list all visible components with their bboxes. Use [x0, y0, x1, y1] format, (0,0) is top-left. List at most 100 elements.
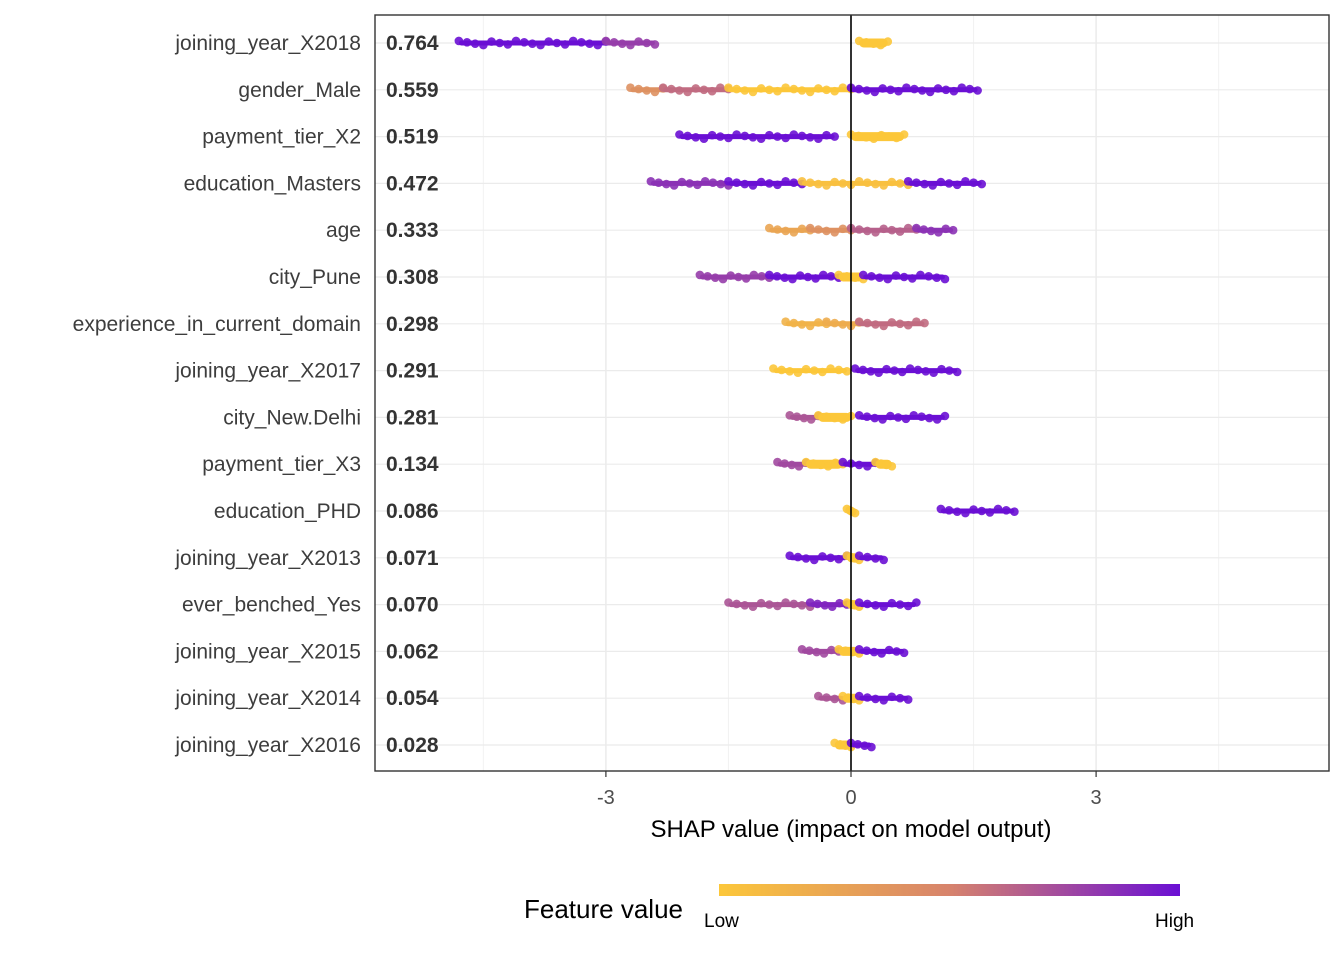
shap-point	[887, 692, 897, 702]
shap-point	[826, 272, 836, 281]
shap-point	[879, 321, 888, 331]
shap-point	[626, 83, 635, 92]
shap-point	[693, 180, 702, 190]
shap-point	[854, 317, 864, 327]
shap-point	[884, 132, 894, 141]
shap-point	[822, 181, 831, 190]
shap-point	[785, 551, 795, 560]
shap-point	[941, 85, 951, 95]
shap-point	[969, 178, 978, 187]
shap-point	[642, 38, 652, 48]
shap-point	[773, 457, 782, 467]
shap-point	[699, 85, 709, 95]
shap-point	[822, 317, 831, 327]
shap-point	[675, 86, 684, 95]
shap-point	[793, 552, 803, 562]
shap-point	[838, 320, 848, 329]
shap-point	[977, 179, 987, 189]
feature-name-label: joining_year_X2015	[174, 640, 361, 663]
shap-point	[936, 177, 946, 187]
shap-point	[805, 646, 814, 655]
shap-point	[805, 133, 815, 142]
shap-point	[816, 460, 826, 470]
shap-point	[732, 130, 741, 139]
feature-name-label: education_PHD	[214, 500, 361, 523]
shap-point	[819, 649, 829, 658]
shap-point	[577, 38, 586, 47]
shap-point	[869, 647, 879, 657]
feature-name-label: gender_Male	[238, 79, 361, 102]
legend-low-label: Low	[704, 911, 739, 932]
shap-point	[870, 413, 880, 423]
shap-point	[795, 271, 805, 280]
shap-point	[748, 133, 758, 142]
shap-point	[934, 228, 943, 237]
feature-importance-label: 0.298	[386, 313, 439, 336]
shap-point	[875, 273, 884, 283]
shap-point	[801, 364, 811, 374]
shap-point	[878, 84, 887, 93]
shap-point	[871, 601, 880, 610]
shap-point	[854, 598, 864, 607]
shap-point	[841, 646, 850, 655]
shap-point	[932, 415, 942, 424]
feature-points-city_Pune	[695, 270, 950, 284]
shap-point	[593, 40, 603, 50]
shap-point	[544, 37, 554, 46]
shap-point	[899, 130, 909, 139]
feature-name-label: joining_year_X2018	[174, 32, 361, 55]
shap-point	[899, 272, 909, 282]
shap-point	[835, 598, 844, 608]
shap-point	[683, 131, 692, 141]
shap-point	[617, 39, 627, 48]
shap-point	[892, 647, 901, 656]
shap-point	[695, 270, 705, 280]
shap-point	[917, 86, 927, 95]
shap-point	[862, 646, 871, 655]
shap-point	[838, 83, 848, 92]
shap-point	[973, 86, 982, 95]
shap-point	[957, 83, 967, 92]
shap-point	[977, 506, 987, 516]
shap-point	[937, 364, 946, 374]
shap-point	[773, 132, 782, 141]
shap-point	[789, 228, 799, 237]
feature-importance-label: 0.071	[386, 547, 439, 570]
feature-name-label: payment_tier_X3	[202, 453, 361, 476]
legend-title: Feature value	[524, 894, 683, 924]
shap-point	[773, 180, 782, 190]
shap-point	[818, 367, 827, 377]
shap-point	[809, 459, 818, 468]
shap-point	[892, 133, 901, 143]
shap-point	[799, 413, 809, 423]
shap-point	[871, 320, 880, 329]
shap-point	[879, 555, 888, 565]
shap-point	[854, 691, 864, 701]
shap-point	[585, 39, 594, 48]
shap-point	[794, 462, 804, 471]
shap-point	[789, 318, 799, 328]
shap-point	[853, 740, 863, 749]
shap-point	[1010, 507, 1019, 516]
x-axis-ticks: -3 0 3	[597, 771, 1102, 809]
shap-point	[944, 179, 954, 188]
shap-point	[895, 600, 905, 609]
shap-point	[801, 554, 811, 563]
shap-point	[883, 274, 893, 284]
feature-name-label: joining_year_X2013	[174, 547, 361, 570]
shap-point	[827, 645, 836, 655]
shap-point	[863, 226, 872, 236]
shap-point	[805, 178, 815, 187]
shap-point	[642, 86, 652, 95]
feature-points-joining_year_X2017	[769, 364, 962, 378]
shap-point	[887, 462, 897, 471]
shap-point	[765, 223, 774, 233]
shap-point	[677, 177, 687, 187]
shap-point	[718, 274, 728, 284]
shap-point	[822, 412, 831, 422]
shap-point	[895, 227, 905, 236]
shap-point	[519, 38, 529, 47]
feature-name-label: age	[326, 219, 361, 242]
shap-point	[863, 693, 872, 702]
shap-point	[781, 133, 790, 143]
